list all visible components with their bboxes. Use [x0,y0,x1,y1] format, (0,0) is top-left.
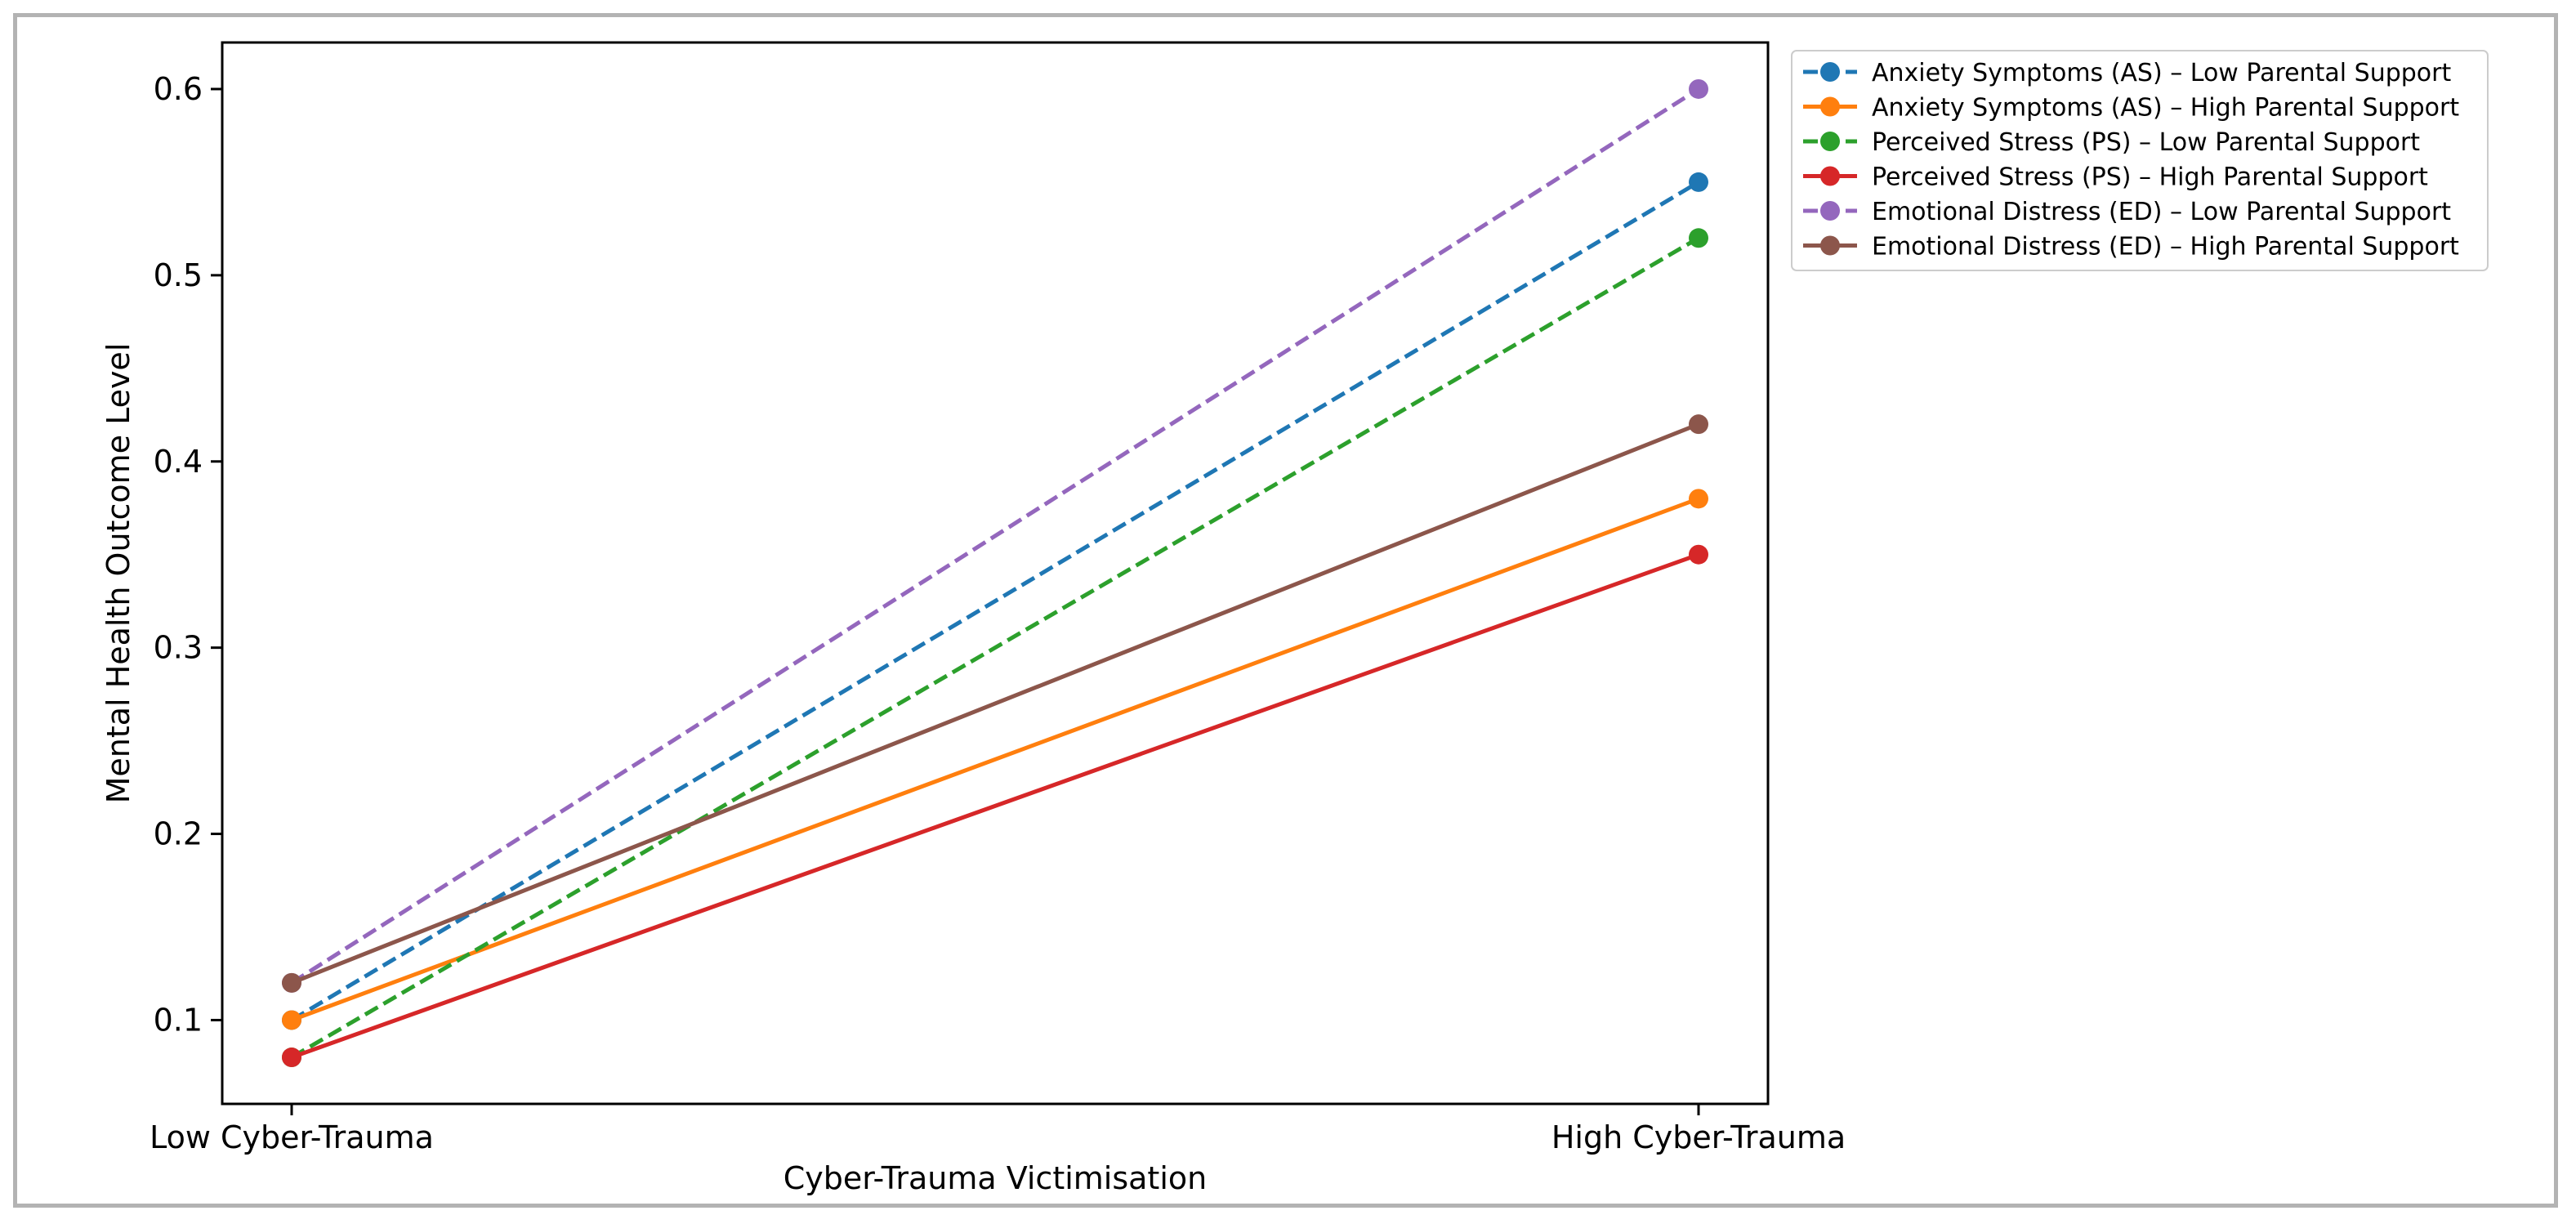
legend-item: Emotional Distress (ED) – Low Parental S… [1803,198,2451,226]
legend-label: Emotional Distress (ED) – Low Parental S… [1872,198,2451,226]
legend-marker [1820,235,1840,256]
y-axis-label: Mental Health Outcome Level [100,343,136,804]
y-tick-label: 0.6 [154,71,203,107]
x-tick-label: High Cyber-Trauma [1551,1119,1846,1155]
legend-marker [1820,96,1840,117]
legend-marker [1820,201,1840,221]
data-point [282,972,301,993]
y-axis-ticks: 0.1 0.2 0.3 0.4 0.5 0.6 [154,71,222,1038]
y-tick-label: 0.3 [154,630,203,666]
legend-label: Anxiety Symptoms (AS) – Low Parental Sup… [1872,59,2451,87]
y-tick-label: 0.5 [154,257,203,293]
series-line [290,236,1700,1060]
x-axis-label: Cyber-Trauma Victimisation [784,1160,1207,1196]
series-5 [282,78,1708,993]
series-4 [282,544,1708,1068]
legend: Anxiety Symptoms (AS) – Low Parental Sup… [1791,50,2489,271]
legend-label: Emotional Distress (ED) – High Parental … [1872,233,2459,261]
y-tick-label: 0.2 [154,816,203,852]
legend-marker [1820,132,1840,151]
y-tick-label: 0.1 [154,1002,203,1038]
legend-item: Anxiety Symptoms (AS) – Low Parental Sup… [1803,59,2451,87]
series-line [290,87,1700,985]
legend-item: Perceived Stress (PS) – High Parental Su… [1803,163,2428,192]
data-point [1689,489,1708,509]
legend-label: Perceived Stress (PS) – High Parental Su… [1872,163,2428,192]
legend-marker [1820,62,1840,82]
data-point [1689,414,1708,435]
x-axis-ticks: Low Cyber-Trauma High Cyber-Trauma [150,1104,1846,1155]
legend-label: Anxiety Symptoms (AS) – High Parental Su… [1872,94,2459,123]
plot-area-border [221,41,1770,1106]
y-tick-label: 0.4 [154,444,203,480]
series-2 [282,489,1708,1030]
series-layer [282,78,1708,1068]
legend-marker [1820,166,1840,186]
legend-item: Perceived Stress (PS) – Low Parental Sup… [1803,128,2420,157]
series-line [291,422,1699,985]
legend-label: Perceived Stress (PS) – Low Parental Sup… [1872,128,2420,157]
series-6 [282,414,1708,993]
series-3 [282,228,1708,1068]
data-point [282,1048,301,1068]
legend-item: Anxiety Symptoms (AS) – High Parental Su… [1803,94,2459,123]
series-line [291,496,1699,1022]
data-point [282,1010,301,1030]
x-tick-label: Low Cyber-Trauma [150,1119,434,1155]
legend-item: Emotional Distress (ED) – High Parental … [1803,233,2459,261]
series-line [290,180,1700,1022]
data-point [1689,78,1708,99]
data-point [1689,544,1708,565]
data-point [1689,172,1708,192]
series-line [291,552,1699,1060]
data-point [1689,228,1708,248]
legend-box [1791,50,2489,271]
